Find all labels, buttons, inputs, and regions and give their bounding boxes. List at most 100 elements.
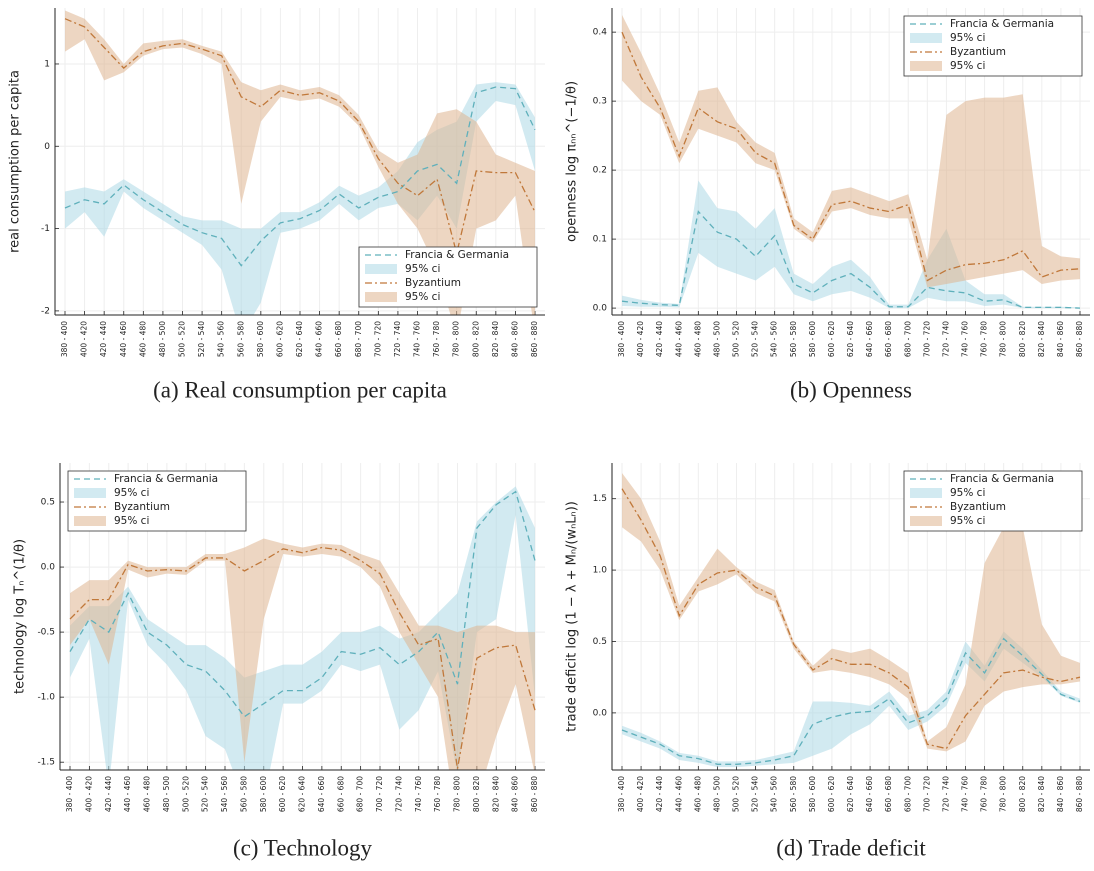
series-line — [621, 637, 1081, 765]
x-tick-label: 400 - 420 — [636, 776, 645, 812]
x-tick-label: 420 - 440 — [655, 321, 664, 357]
y-tick-label: -1.0 — [37, 693, 55, 703]
x-tick-label: 740 - 760 — [414, 776, 423, 812]
x-tick-label: 820 - 840 — [491, 321, 500, 357]
x-tick-label: 860 - 880 — [1075, 321, 1084, 357]
y-tick-label: -0.5 — [37, 628, 55, 638]
x-tick-label: 620 - 640 — [295, 321, 304, 357]
x-tick-label: 840 - 860 — [510, 321, 519, 357]
x-tick-label: 520 - 540 — [751, 321, 760, 357]
legend-label: 95% ci — [950, 60, 985, 72]
caption: (c) Technology — [233, 835, 373, 860]
x-tick-label: 560 - 580 — [236, 321, 245, 357]
x-tick-label: 780 - 800 — [999, 321, 1008, 357]
x-tick-label: 500 - 520 — [732, 321, 741, 357]
ci-band — [622, 472, 1080, 752]
x-tick-label: 600 - 620 — [827, 321, 836, 357]
x-tick-label: 420 - 440 — [99, 321, 108, 357]
x-tick-label: 480 - 500 — [158, 321, 167, 357]
x-tick-label: 660 - 680 — [334, 321, 343, 357]
x-tick-label: 840 - 860 — [1056, 776, 1065, 812]
x-tick-label: 700 - 720 — [922, 321, 931, 357]
y-tick-label: 0.0 — [41, 563, 56, 573]
y-tick-label: 0.0 — [593, 708, 608, 718]
x-tick-label: 440 - 460 — [674, 321, 683, 357]
x-tick-label: 740 - 760 — [961, 776, 970, 812]
x-tick-label: 600 - 620 — [278, 776, 287, 812]
ci-band — [65, 10, 535, 315]
legend-label: 95% ci — [405, 263, 440, 275]
legend-swatch — [910, 516, 942, 526]
legend-label: Byzantium — [950, 501, 1006, 513]
x-tick-label: 420 - 440 — [655, 776, 664, 812]
y-tick-label: 0.5 — [41, 498, 55, 508]
x-tick-label: 580 - 600 — [808, 776, 817, 812]
ci-band — [622, 180, 1080, 309]
x-tick-label: 480 - 500 — [162, 776, 171, 812]
legend-swatch — [910, 488, 942, 498]
x-tick-label: 800 - 820 — [471, 321, 480, 357]
x-tick-label: 860 - 880 — [530, 776, 539, 812]
x-tick-label: 820 - 840 — [491, 776, 500, 812]
x-tick-label: 400 - 420 — [636, 321, 645, 357]
plot-area — [69, 486, 536, 770]
x-tick-label: 620 - 640 — [846, 321, 855, 357]
x-tick-label: 520 - 540 — [197, 321, 206, 357]
x-tick-label: 500 - 520 — [181, 776, 190, 812]
x-tick-label: 460 - 480 — [143, 776, 152, 812]
y-tick-label: 0.5 — [593, 637, 607, 647]
x-tick-label: 760 - 780 — [980, 321, 989, 357]
x-tick-label: 760 - 780 — [432, 321, 441, 357]
x-tick-label: 740 - 760 — [413, 321, 422, 357]
x-tick-label: 520 - 540 — [751, 776, 760, 812]
x-tick-label: 460 - 480 — [138, 321, 147, 357]
x-tick-label: 620 - 640 — [298, 776, 307, 812]
x-tick-label: 560 - 580 — [239, 776, 248, 812]
ci-band — [622, 14, 1080, 288]
x-tick-label: 640 - 660 — [315, 321, 324, 357]
x-tick-label: 780 - 800 — [999, 776, 1008, 812]
x-tick-label: 380 - 400 — [617, 776, 626, 812]
legend-label: 95% ci — [950, 515, 985, 527]
y-tick-label: 0.1 — [593, 235, 607, 245]
x-tick-label: 480 - 500 — [712, 776, 721, 812]
x-tick-label: 600 - 620 — [827, 776, 836, 812]
x-tick-label: 440 - 460 — [123, 776, 132, 812]
legend-label: Francia & Germania — [950, 473, 1054, 485]
legend-label: Byzantium — [405, 277, 461, 289]
x-tick-label: 460 - 480 — [693, 321, 702, 357]
panel: -2 -1 0 1 380 - 400 400 - 420 420 - 440 440 - 4… — [8, 8, 545, 402]
x-tick-label: 720 - 740 — [941, 776, 950, 812]
x-tick-label: 760 - 780 — [433, 776, 442, 812]
y-tick-label: -1 — [41, 224, 50, 234]
x-tick-label: 580 - 600 — [808, 321, 817, 357]
y-axis-label: technology log Tₙ^(1/θ) — [13, 539, 28, 694]
y-axis-label: real consumption per capita — [8, 70, 23, 253]
legend: Francia & Germania 95% ci Byzantium 95% ci — [358, 246, 538, 308]
panel: 0.0 0.5 1.0 1.5 380 - 400 400 - 420 420 - 440 4… — [565, 463, 1090, 860]
x-tick-label: 580 - 600 — [256, 321, 265, 357]
plot-area — [621, 472, 1081, 768]
x-tick-label: 720 - 740 — [393, 321, 402, 357]
y-tick-label: -1.5 — [37, 758, 55, 768]
x-tick-label: 800 - 820 — [1018, 776, 1027, 812]
x-tick-label: 540 - 560 — [770, 321, 779, 357]
ci-band — [70, 538, 535, 770]
x-tick-label: 520 - 540 — [201, 776, 210, 812]
legend: Francia & Germania 95% ci Byzantium 95% ci — [903, 15, 1083, 77]
y-tick-label: -2 — [41, 306, 50, 316]
series-line — [621, 31, 1081, 282]
x-tick-label: 660 - 680 — [884, 776, 893, 812]
x-tick-label: 540 - 560 — [220, 776, 229, 812]
x-tick-label: 640 - 660 — [865, 776, 874, 812]
x-tick-label: 620 - 640 — [846, 776, 855, 812]
x-tick-label: 680 - 700 — [903, 321, 912, 357]
x-tick-label: 460 - 480 — [693, 776, 702, 812]
x-tick-label: 720 - 740 — [941, 321, 950, 357]
legend: Francia & Germania 95% ci Byzantium 95% ci — [903, 470, 1083, 532]
legend-swatch — [910, 61, 942, 71]
x-tick-label: 760 - 780 — [980, 776, 989, 812]
x-tick-label: 800 - 820 — [1018, 321, 1027, 357]
